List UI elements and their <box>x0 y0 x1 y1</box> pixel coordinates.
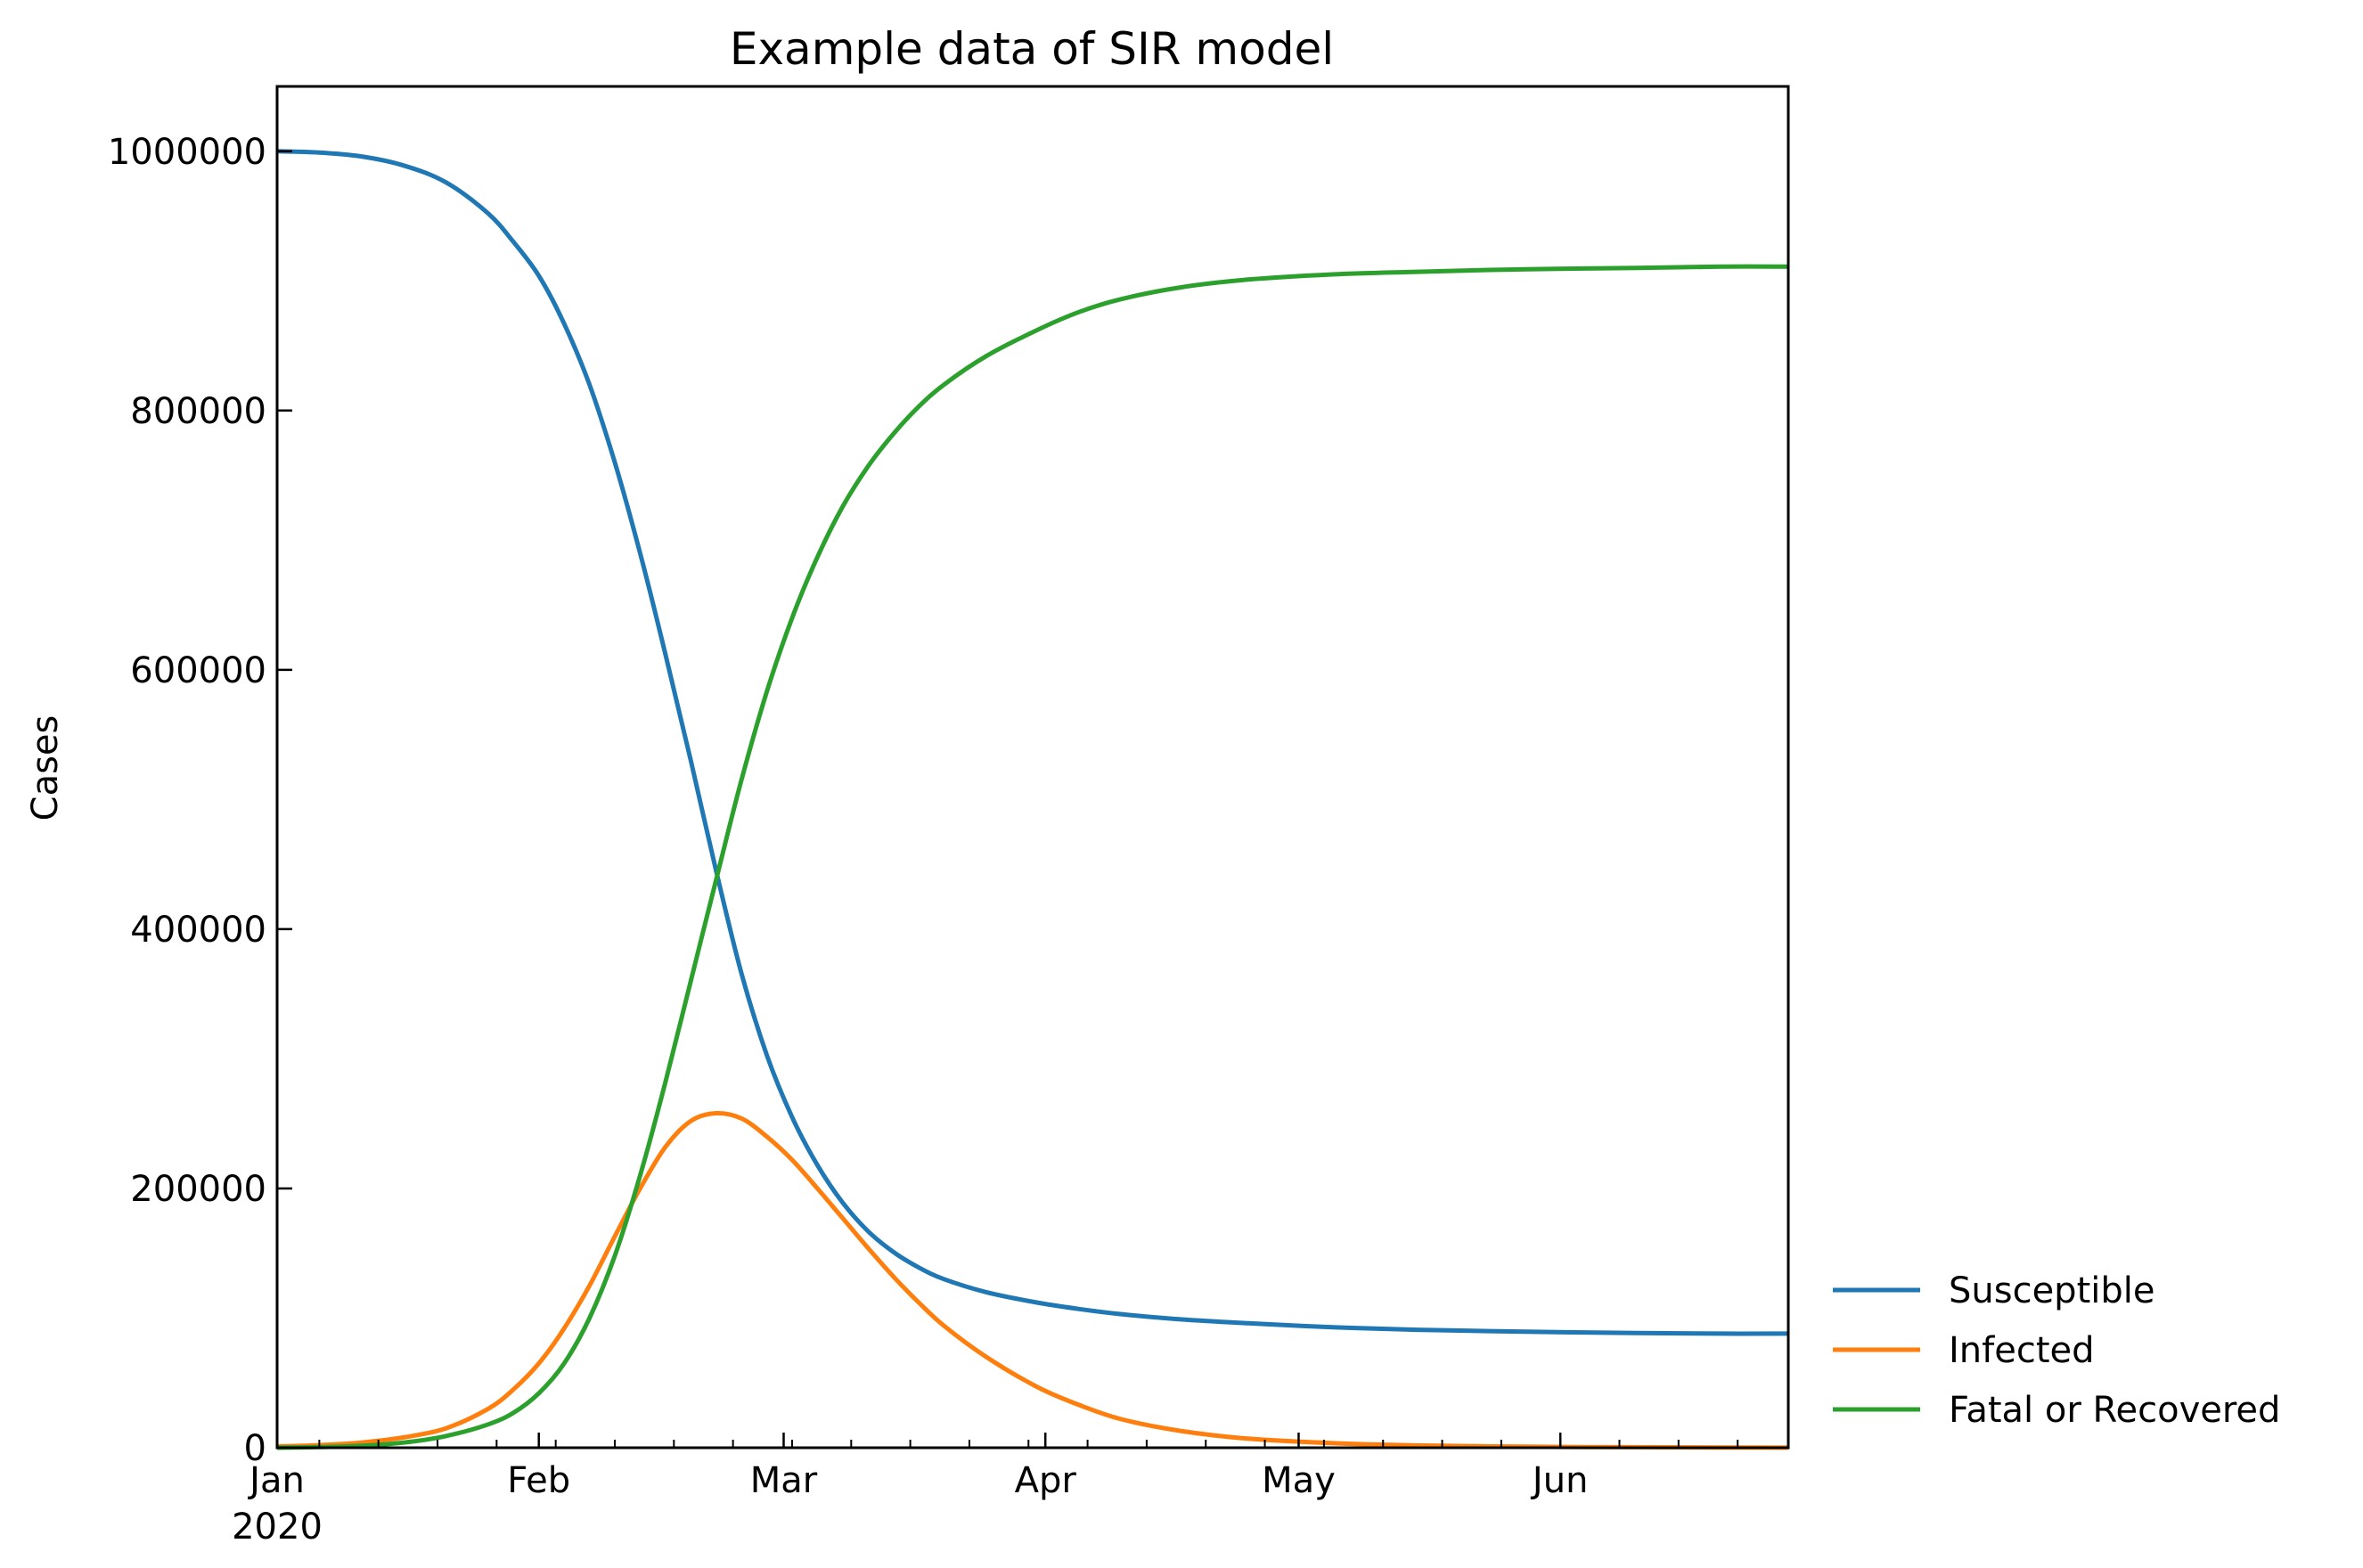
y-tick-label: 800000 <box>130 391 266 432</box>
y-tick-label: 1000000 <box>108 132 266 173</box>
y-axis-ticks: 0 200000 400000 600000 800000 1000000 <box>108 132 292 1469</box>
legend-label-susceptible: Susceptible <box>1949 1270 2154 1311</box>
x-axis-ticks: Jan 2020 Feb Mar Apr May Jun <box>232 1433 1739 1548</box>
series-line-susceptible <box>276 149 1789 1336</box>
legend-label-infected: Infected <box>1949 1330 2095 1371</box>
legend: Susceptible Infected Fatal or Recovered <box>1833 1270 2280 1431</box>
x-tick-sublabel: 2020 <box>232 1507 323 1548</box>
chart-title: Example data of SIR model <box>730 23 1334 75</box>
x-tick-label: Apr <box>1015 1460 1077 1501</box>
x-tick-label: Jun <box>1530 1460 1589 1501</box>
plot-area: Jan 2020 Feb Mar Apr May Jun 0 200000 400000 6000… <box>108 85 1790 1548</box>
x-tick-label: Feb <box>507 1460 570 1501</box>
y-axis-label: Cases <box>25 715 66 821</box>
x-tick-label: Jan <box>247 1460 305 1501</box>
y-tick-label: 400000 <box>130 910 266 951</box>
series-line-fatal-or-recovered <box>276 264 1789 1450</box>
y-tick-label: 200000 <box>130 1169 266 1210</box>
series-line-infected <box>276 1110 1789 1450</box>
x-tick-label: Mar <box>750 1460 818 1501</box>
legend-label-fatal-or-recovered: Fatal or Recovered <box>1949 1390 2280 1431</box>
y-tick-label: 600000 <box>130 650 266 691</box>
series-layer <box>276 149 1789 1450</box>
x-tick-label: May <box>1262 1460 1336 1501</box>
plot-frame <box>275 85 1790 1450</box>
y-tick-label: 0 <box>244 1428 266 1469</box>
